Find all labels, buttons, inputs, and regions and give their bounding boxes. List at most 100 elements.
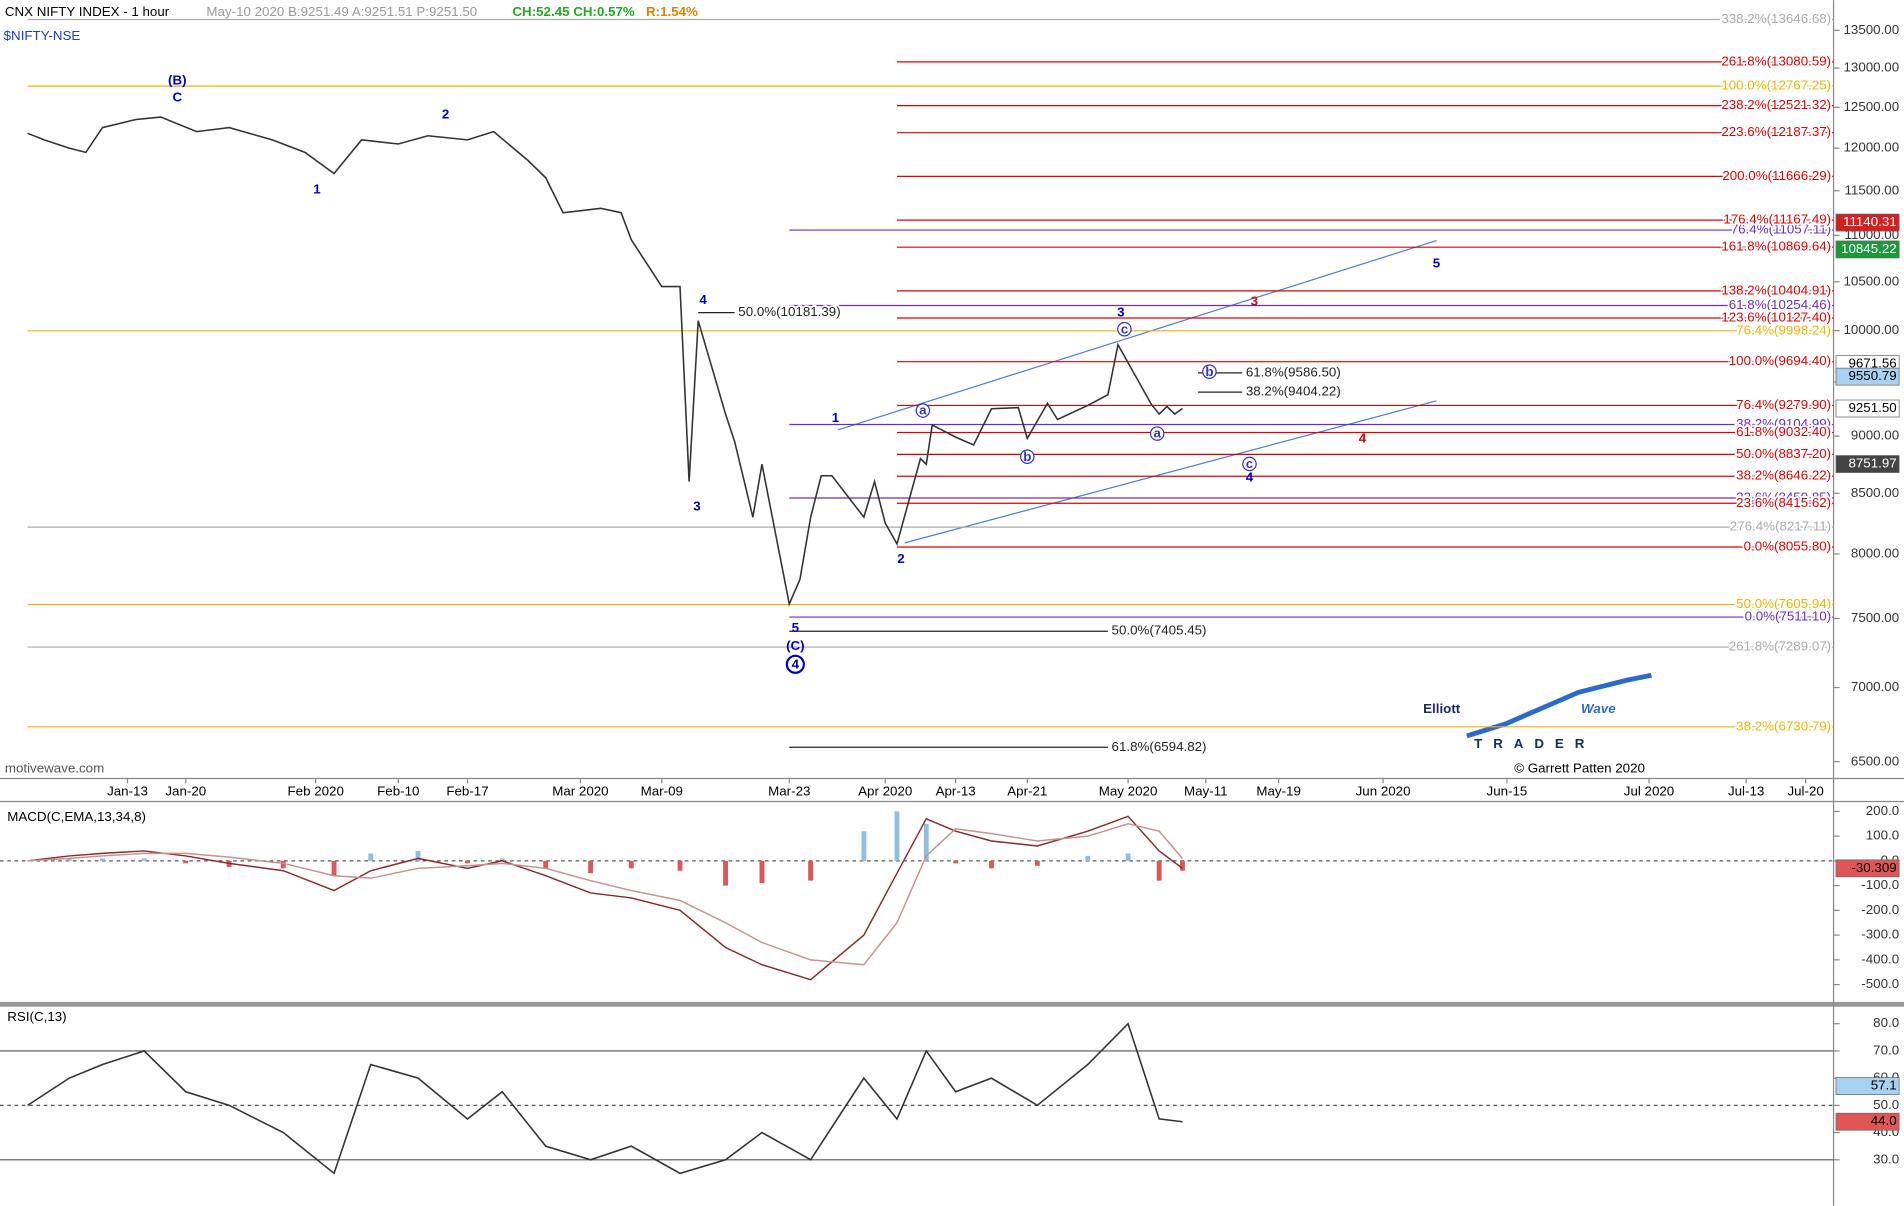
histogram-bar bbox=[588, 860, 594, 874]
copyright: © Garrett Patten 2020 bbox=[1514, 760, 1645, 775]
logo-name: Wave bbox=[1581, 701, 1616, 716]
y-tick-label: -500.0 bbox=[1861, 976, 1899, 991]
wave-circle bbox=[1202, 364, 1217, 379]
histogram-bar bbox=[861, 831, 867, 861]
wave-label: 3 bbox=[693, 499, 700, 514]
histogram-bar bbox=[1180, 860, 1185, 871]
histogram-bar bbox=[1156, 860, 1162, 881]
x-tick-label: Apr-13 bbox=[936, 783, 976, 798]
channel-line bbox=[837, 239, 1437, 431]
y-tick-label: -400.0 bbox=[1861, 951, 1899, 966]
fib-label: 76.4%(9998.24) bbox=[1736, 322, 1831, 337]
value-box-label: 8751.97 bbox=[1848, 456, 1896, 471]
histogram-bar bbox=[953, 860, 959, 864]
histogram-bar bbox=[141, 858, 147, 861]
wave-circle bbox=[915, 403, 931, 418]
y-tick-label: 13000.00 bbox=[1843, 60, 1899, 75]
logo: Elliott Wave TRADER © Garrett Patten 202… bbox=[1423, 672, 1652, 775]
value-box-label: 44.0 bbox=[1871, 1113, 1897, 1128]
symbol: $NIFTY-NSE bbox=[4, 28, 81, 43]
histogram-bar bbox=[628, 860, 634, 869]
fib-label: 76.4%(11057.11) bbox=[1731, 222, 1831, 237]
wave-label: b bbox=[1023, 449, 1031, 464]
wave-label: 3 bbox=[1117, 304, 1124, 319]
fib-label: 138.2%(10404.91) bbox=[1721, 282, 1831, 297]
quote: May-10 2020 B:9251.49 A:9251.51 P:9251.5… bbox=[206, 4, 477, 19]
change: CH:52.45 CH:0.57% bbox=[512, 4, 635, 19]
fib-label: 23.6%(8415.62) bbox=[1736, 495, 1831, 510]
fib-label: 0.0%(7511.10) bbox=[1745, 609, 1832, 624]
y-tick-label: -300.0 bbox=[1861, 927, 1899, 942]
watermark: motivewave.com bbox=[5, 760, 104, 775]
y-tick-label: 70.0 bbox=[1873, 1042, 1899, 1057]
value-box bbox=[1835, 367, 1900, 386]
x-tick-label: Jun 2020 bbox=[1356, 783, 1411, 798]
range: R:1.54% bbox=[646, 4, 698, 19]
fib-label: 50.0%(7605.94) bbox=[1736, 596, 1831, 611]
fib-label: 276.4%(8217.11) bbox=[1730, 519, 1831, 534]
fib-label: 223.6%(12187.37) bbox=[1721, 124, 1831, 139]
x-tick-label: Jul 2020 bbox=[1624, 783, 1674, 798]
wave-label: c bbox=[1246, 456, 1254, 471]
x-tick-label: Feb 2020 bbox=[288, 783, 344, 798]
wave-label: b bbox=[1205, 364, 1213, 379]
x-tick-label: May-19 bbox=[1256, 783, 1301, 798]
fib-label: 76.4%(9279.90) bbox=[1736, 397, 1831, 412]
wave-label: 4 bbox=[792, 656, 800, 671]
wave-label: 3 bbox=[1251, 293, 1258, 308]
value-box-label: 9550.79 bbox=[1848, 368, 1896, 383]
fib-label: 50.0%(8837.20) bbox=[1736, 446, 1831, 461]
y-tick-label: -100.0 bbox=[1861, 877, 1899, 892]
fib-label: 100.0%(12767.25) bbox=[1721, 78, 1831, 93]
histogram-bar bbox=[989, 860, 994, 869]
value-box-label: 9671.56 bbox=[1848, 356, 1896, 371]
y-tick-label: 10500.00 bbox=[1843, 273, 1899, 288]
y-tick-label: 50.0 bbox=[1873, 1097, 1899, 1112]
y-tick-label: 10000.00 bbox=[1843, 322, 1899, 337]
fib-label: 38.2%(9104.99) bbox=[1736, 416, 1831, 431]
wave-label: C bbox=[172, 89, 182, 104]
wave-label: 4 bbox=[1359, 431, 1367, 446]
histogram-bar bbox=[723, 860, 728, 886]
x-tick-label: Mar-23 bbox=[768, 783, 810, 798]
indicator-line bbox=[27, 823, 1184, 966]
wave-circle bbox=[785, 654, 805, 674]
y-tick-label: 9000.00 bbox=[1851, 428, 1899, 443]
x-tick-label: Mar 2020 bbox=[552, 783, 608, 798]
y-tick-label: 13500.00 bbox=[1843, 22, 1899, 37]
fib-label: 238.2%(12521.32) bbox=[1721, 97, 1831, 112]
wave-label: (B) bbox=[168, 72, 187, 87]
wave-label: 2 bbox=[442, 106, 449, 121]
histogram-bar bbox=[543, 860, 549, 869]
logo-tagline: TRADER bbox=[1474, 736, 1595, 751]
fib-label: 261.8%(13080.59) bbox=[1721, 53, 1831, 68]
x-tick-label: Jun-15 bbox=[1487, 783, 1528, 798]
value-box bbox=[1835, 1112, 1900, 1131]
x-tick-label: Apr-21 bbox=[1007, 783, 1047, 798]
fib-label: 0.0%(8055.80) bbox=[1744, 539, 1832, 554]
y-tick-label: 11500.00 bbox=[1844, 182, 1899, 197]
y-tick-label: 7000.00 bbox=[1851, 679, 1899, 694]
histogram-bar bbox=[923, 823, 929, 861]
panel-divider bbox=[0, 1001, 1904, 1007]
y-tick-label: 8500.00 bbox=[1851, 485, 1899, 500]
wave-label: 5 bbox=[1433, 256, 1441, 271]
value-box-label: 9251.50 bbox=[1848, 400, 1896, 415]
wave-label: 1 bbox=[832, 410, 840, 425]
y-tick-label: 12000.00 bbox=[1843, 140, 1899, 155]
x-tick-label: Jan-20 bbox=[165, 783, 206, 798]
wave-label: (C) bbox=[786, 638, 805, 653]
y-tick-label: 30.0 bbox=[1873, 1151, 1899, 1166]
price-line bbox=[27, 1022, 1183, 1175]
fib-label: 123.6%(10127.40) bbox=[1721, 310, 1831, 325]
fib-label: 38.2%(6730.79) bbox=[1736, 718, 1831, 733]
fib-label: 200.0%(11666.29) bbox=[1722, 168, 1831, 183]
indicator-title: RSI(C,13) bbox=[7, 1009, 66, 1024]
histogram-bar bbox=[1034, 860, 1040, 866]
wave-label: a bbox=[919, 403, 927, 418]
histogram-bar bbox=[280, 860, 286, 869]
projection-label: 50.0%(10181.39) bbox=[738, 304, 840, 319]
value-box-label: -30.309 bbox=[1851, 860, 1896, 875]
